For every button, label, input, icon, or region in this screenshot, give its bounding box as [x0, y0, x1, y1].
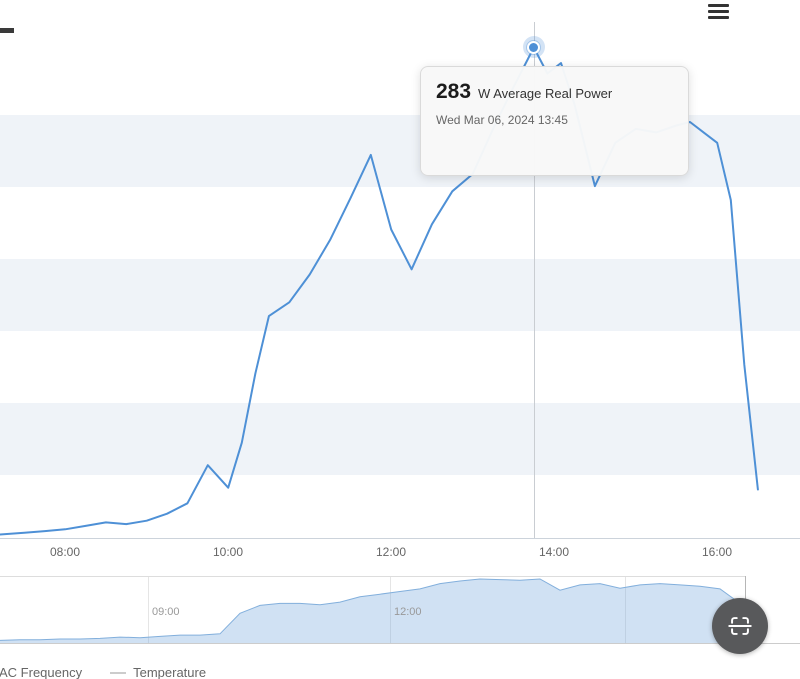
x-axis-tick-label: 10:00 [212, 545, 244, 559]
web-capture-icon [728, 617, 752, 635]
hamburger-icon [708, 4, 729, 7]
tooltip-datetime: Wed Mar 06, 2024 13:45 [436, 113, 568, 127]
series-line-icon [110, 671, 127, 674]
navigator-gridline [390, 576, 391, 643]
navigator-outline [0, 576, 746, 577]
legend-label: AC Frequency [0, 665, 83, 679]
tooltip-series-label: W Average Real Power [478, 86, 613, 101]
hover-point-marker [527, 41, 540, 54]
x-axis-tick-label: 14:00 [538, 545, 570, 559]
legend-label: Temperature [133, 665, 207, 679]
chart-tooltip: 283 W Average Real Power Wed Mar 06, 202… [420, 66, 689, 176]
legend-item-ac-frequency[interactable]: AC Frequency [0, 665, 82, 679]
y-grid-band [0, 259, 800, 331]
x-axis-tick-label: 08:00 [49, 545, 81, 559]
x-axis-tick-label: 16:00 [701, 545, 733, 559]
hamburger-icon [708, 10, 729, 13]
navigator-tick-label: 09:00 [152, 606, 180, 618]
chart-context-menu-button[interactable] [708, 0, 730, 22]
hamburger-icon [708, 16, 729, 19]
legend: AC Frequency Temperature [0, 665, 206, 679]
clipped-label-fragment [0, 28, 14, 33]
legend-item-temperature[interactable]: Temperature [110, 665, 206, 679]
navigator-outline [0, 643, 800, 644]
navigator-tick-label: 12:00 [394, 606, 422, 618]
navigator-gridline [625, 576, 626, 643]
navigator-gridline [148, 576, 149, 643]
y-grid-band [0, 403, 800, 475]
tooltip-value: 283 [436, 80, 472, 103]
web-capture-button[interactable] [712, 598, 768, 654]
x-axis-tick-label: 12:00 [375, 545, 407, 559]
x-axis-line [0, 538, 800, 539]
crosshair-line [534, 22, 535, 539]
